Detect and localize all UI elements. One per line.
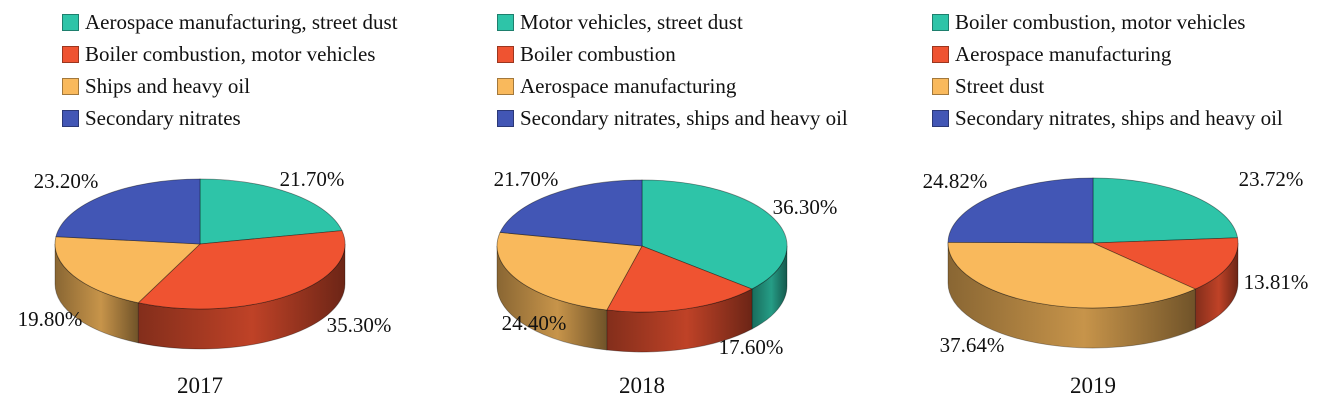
legend-item: Boiler combustion, motor vehicles bbox=[932, 6, 1325, 38]
data-label: 21.70% bbox=[280, 167, 345, 191]
pie-slice bbox=[499, 179, 643, 247]
legend-2019: Boiler combustion, motor vehicles Aerospa… bbox=[932, 6, 1325, 134]
legend-item: Secondary nitrates, ships and heavy oil bbox=[932, 102, 1325, 134]
legend-swatch bbox=[62, 45, 79, 63]
legend-label: Ships and heavy oil bbox=[85, 73, 251, 98]
pie-slice bbox=[55, 178, 201, 245]
legend-item: Secondary nitrates bbox=[62, 102, 482, 134]
data-label: 24.82% bbox=[923, 169, 988, 193]
pie-slice bbox=[137, 230, 346, 310]
data-label: 23.20% bbox=[34, 169, 99, 193]
legend-swatch bbox=[497, 109, 514, 127]
pie-slice bbox=[199, 178, 343, 245]
legend-item: Motor vehicles, street dust bbox=[497, 6, 917, 38]
data-label: 23.72% bbox=[1239, 167, 1304, 191]
legend-item: Street dust bbox=[932, 70, 1325, 102]
pie-slice bbox=[606, 245, 753, 313]
pie-slice bbox=[54, 236, 201, 304]
legend-2017: Aerospace manufacturing, street dust Boil… bbox=[62, 6, 482, 134]
legend-label: Aerospace manufacturing bbox=[955, 41, 1172, 66]
legend-swatch bbox=[497, 77, 514, 95]
data-label: 36.30% bbox=[773, 195, 838, 219]
data-label: 19.80% bbox=[18, 307, 83, 331]
legend-item: Boiler combustion, motor vehicles bbox=[62, 38, 482, 70]
data-label: 17.60% bbox=[719, 335, 784, 359]
legend-label: Boiler combustion, motor vehicles bbox=[85, 41, 376, 66]
legend-swatch bbox=[62, 13, 79, 31]
legend-label: Aerospace manufacturing bbox=[520, 73, 737, 98]
pie-slice bbox=[947, 177, 1094, 244]
pie-slice bbox=[1092, 177, 1239, 244]
legend-label: Motor vehicles, street dust bbox=[520, 9, 743, 34]
chart-title: 2018 bbox=[619, 373, 665, 398]
legend-swatch bbox=[62, 109, 79, 127]
chart-title: 2019 bbox=[1070, 373, 1116, 398]
legend-swatch bbox=[932, 77, 949, 95]
data-label: 37.64% bbox=[940, 333, 1005, 357]
legend-item: Aerospace manufacturing bbox=[497, 70, 917, 102]
data-label: 21.70% bbox=[494, 167, 559, 191]
legend-item: Ships and heavy oil bbox=[62, 70, 482, 102]
legend-2018: Motor vehicles, street dust Boiler combus… bbox=[497, 6, 917, 134]
legend-swatch bbox=[62, 77, 79, 95]
pie-slice-side bbox=[137, 243, 346, 350]
chart-title: 2017 bbox=[177, 373, 223, 398]
legend-label: Boiler combustion bbox=[520, 41, 676, 66]
legend-label: Secondary nitrates, ships and heavy oil bbox=[955, 105, 1283, 130]
legend-swatch bbox=[497, 45, 514, 63]
pie-slice bbox=[1092, 237, 1239, 290]
legend-label: Street dust bbox=[955, 73, 1045, 98]
legend-label: Secondary nitrates bbox=[85, 105, 241, 130]
legend-item: Secondary nitrates, ships and heavy oil bbox=[497, 102, 917, 134]
legend-item: Aerospace manufacturing bbox=[932, 38, 1325, 70]
pie-2019: 23.72% 13.81% 37.64% 24.82% 2019 bbox=[923, 167, 1309, 398]
data-label: 13.81% bbox=[1244, 270, 1309, 294]
legend-swatch bbox=[932, 45, 949, 63]
pie-2017: 21.70% 35.30% 19.80% 23.20% 2017 bbox=[18, 167, 392, 398]
legend-label: Boiler combustion, motor vehicles bbox=[955, 9, 1246, 34]
legend-swatch bbox=[497, 13, 514, 31]
legend-item: Aerospace manufacturing, street dust bbox=[62, 6, 482, 38]
pie-2018: 36.30% 17.60% 24.40% 21.70% 2018 bbox=[494, 167, 838, 398]
legend-label: Secondary nitrates, ships and heavy oil bbox=[520, 105, 848, 130]
pie-slice bbox=[641, 179, 788, 290]
pie-slice bbox=[947, 241, 1197, 309]
data-label: 24.40% bbox=[502, 311, 567, 335]
legend-swatch bbox=[932, 109, 949, 127]
data-label: 35.30% bbox=[327, 313, 392, 337]
legend-item: Boiler combustion bbox=[497, 38, 917, 70]
pie-slice bbox=[496, 231, 643, 311]
legend-swatch bbox=[932, 13, 949, 31]
legend-label: Aerospace manufacturing, street dust bbox=[85, 9, 398, 34]
